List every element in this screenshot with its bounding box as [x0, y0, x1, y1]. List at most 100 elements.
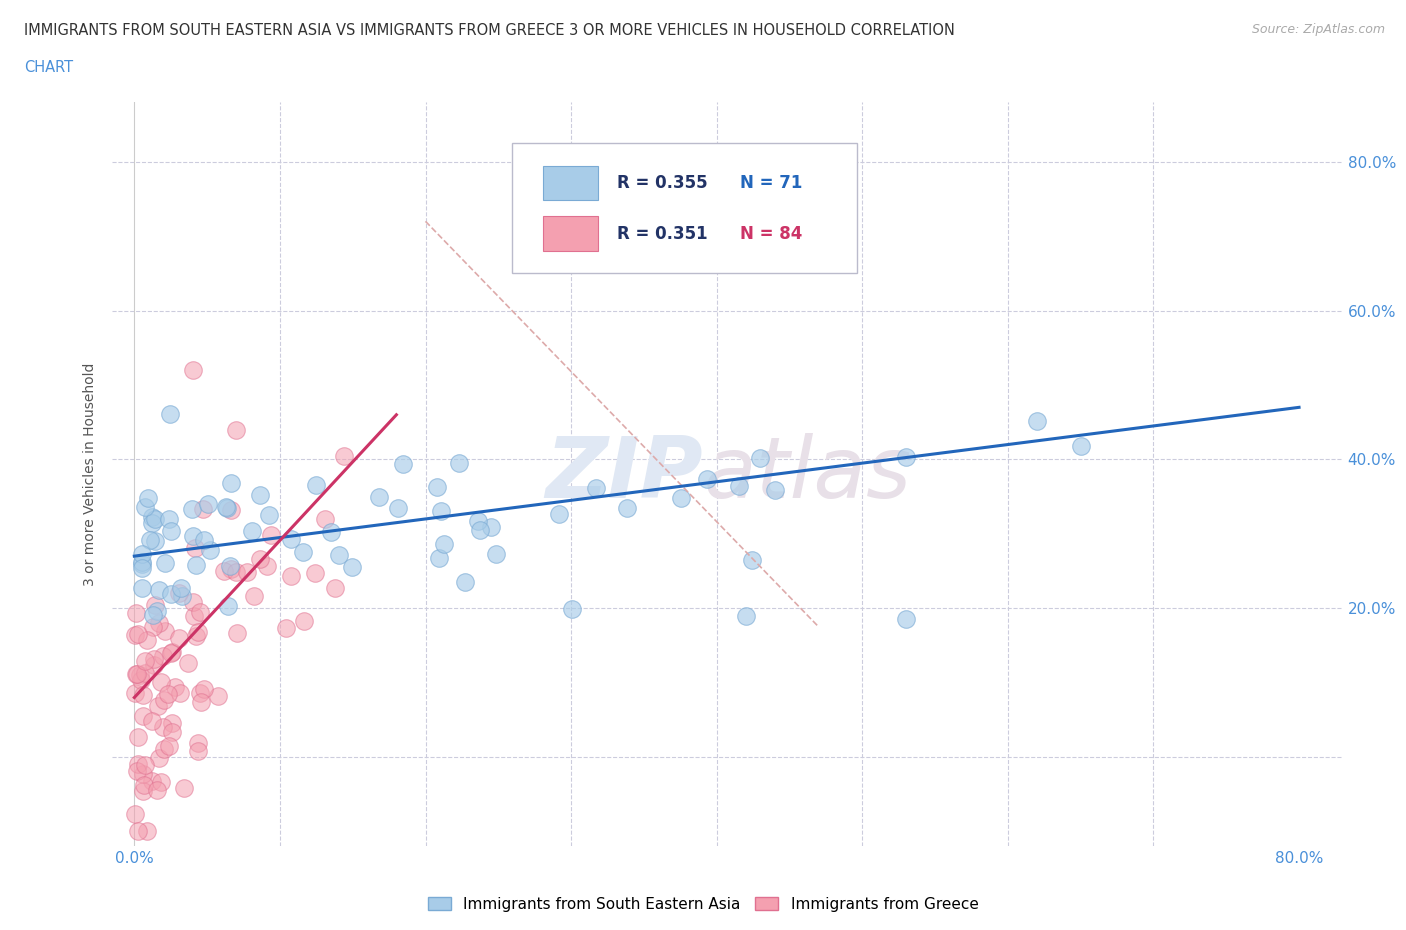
Point — [183, 608, 205, 623]
Point — [240, 524, 263, 538]
Point — [160, 724, 183, 739]
Point — [159, 406, 181, 421]
Point — [160, 587, 183, 602]
Point — [160, 644, 183, 659]
Point — [136, 491, 159, 506]
Point — [280, 568, 302, 583]
Point — [763, 483, 786, 498]
Point — [323, 580, 346, 595]
Point — [319, 525, 342, 539]
Point — [454, 575, 477, 590]
Point — [217, 598, 239, 613]
Point — [127, 667, 149, 682]
Point — [153, 555, 176, 570]
Point — [146, 783, 169, 798]
Point — [183, 528, 205, 543]
Point — [152, 693, 174, 708]
Point — [292, 614, 315, 629]
Point — [131, 561, 153, 576]
Point — [616, 500, 638, 515]
Point — [170, 580, 193, 595]
Text: N = 71: N = 71 — [740, 174, 803, 192]
Point — [219, 502, 242, 517]
Point — [1026, 414, 1049, 429]
Point — [181, 363, 204, 378]
Point — [212, 564, 235, 578]
Point — [207, 688, 229, 703]
Point — [141, 714, 163, 729]
Point — [160, 716, 183, 731]
Point — [332, 448, 354, 463]
Text: IMMIGRANTS FROM SOUTH EASTERN ASIA VS IMMIGRANTS FROM GREECE 3 OR MORE VEHICLES : IMMIGRANTS FROM SOUTH EASTERN ASIA VS IM… — [24, 23, 955, 38]
Point — [585, 481, 607, 496]
Point — [561, 602, 583, 617]
Point — [157, 738, 180, 753]
Point — [226, 626, 249, 641]
Point — [132, 766, 155, 781]
Point — [134, 665, 156, 680]
Point — [304, 565, 326, 580]
Text: N = 84: N = 84 — [740, 225, 803, 243]
Point — [156, 686, 179, 701]
Point — [280, 531, 302, 546]
Point — [169, 685, 191, 700]
Text: CHART: CHART — [24, 60, 73, 75]
Text: ZIP: ZIP — [546, 432, 703, 516]
Point — [198, 542, 221, 557]
Point — [671, 491, 693, 506]
Point — [219, 475, 242, 490]
Point — [172, 589, 194, 604]
Text: R = 0.355: R = 0.355 — [617, 174, 707, 192]
Point — [749, 450, 772, 465]
Point — [197, 497, 219, 512]
Point — [236, 565, 259, 579]
Point — [433, 536, 456, 551]
Point — [129, 668, 152, 683]
Point — [368, 490, 391, 505]
Point — [260, 527, 283, 542]
Point — [138, 533, 160, 548]
Point — [187, 736, 209, 751]
Point — [328, 548, 350, 563]
Point — [131, 556, 153, 571]
Point — [124, 806, 146, 821]
Point — [127, 824, 149, 839]
Point — [184, 629, 207, 644]
Point — [143, 597, 166, 612]
Point — [191, 501, 214, 516]
Point — [150, 775, 173, 790]
Point — [148, 582, 170, 597]
Point — [127, 729, 149, 744]
Y-axis label: 3 or more Vehicles in Household: 3 or more Vehicles in Household — [83, 363, 97, 586]
Point — [1070, 438, 1092, 453]
Point — [242, 588, 264, 603]
Point — [134, 654, 156, 669]
Point — [148, 616, 170, 631]
Point — [143, 512, 166, 526]
Point — [256, 559, 278, 574]
Point — [340, 560, 363, 575]
Point — [132, 777, 155, 792]
Point — [485, 547, 508, 562]
Point — [219, 561, 242, 576]
Point — [193, 681, 215, 696]
Point — [134, 757, 156, 772]
Text: Source: ZipAtlas.com: Source: ZipAtlas.com — [1251, 23, 1385, 36]
Point — [894, 612, 917, 627]
Bar — [543, 217, 599, 251]
Point — [146, 698, 169, 713]
FancyBboxPatch shape — [512, 143, 856, 273]
Point — [142, 619, 165, 634]
Point — [173, 780, 195, 795]
Point — [127, 764, 149, 778]
Point — [274, 621, 297, 636]
Point — [184, 541, 207, 556]
Point — [134, 500, 156, 515]
Point — [125, 606, 148, 621]
Point — [193, 533, 215, 548]
Bar — [543, 166, 599, 200]
Point — [190, 695, 212, 710]
Point — [548, 507, 571, 522]
Point — [157, 512, 180, 526]
Point — [152, 741, 174, 756]
